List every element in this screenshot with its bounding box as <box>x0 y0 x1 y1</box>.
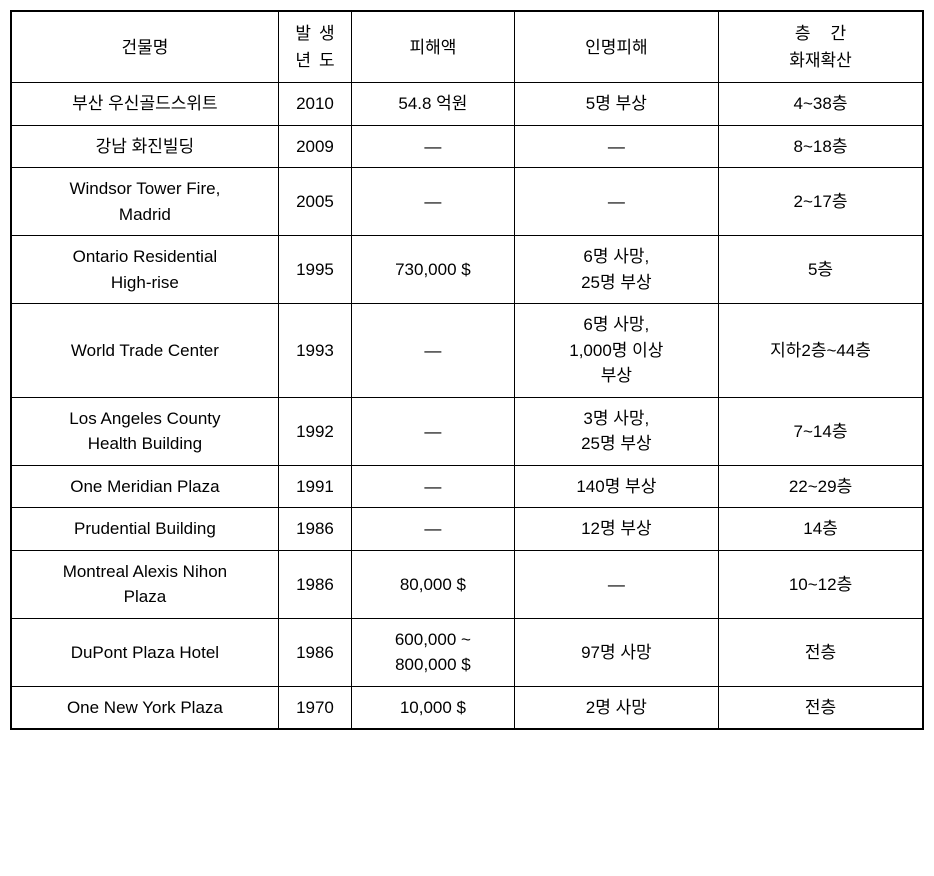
cell-name: 강남 화진빌딩 <box>11 125 278 168</box>
cell-spread: 14층 <box>719 508 923 551</box>
fire-incidents-table: 건물명 발생 년도 피해액 인명피해 층간 화재확산 부산 우신골드스위트 20… <box>10 10 924 730</box>
cell-spread: 전층 <box>719 686 923 729</box>
cell-year: 1993 <box>278 304 351 398</box>
cell-casualty: 12명 부상 <box>514 508 718 551</box>
header-year-line1: 발생 <box>287 24 342 43</box>
cell-name: Prudential Building <box>11 508 278 551</box>
cell-name: Los Angeles County Health Building <box>11 397 278 465</box>
cell-spread: 4~38층 <box>719 83 923 126</box>
header-spread-line2: 화재확산 <box>789 51 852 70</box>
cell-name: 부산 우신골드스위트 <box>11 83 278 126</box>
cell-spread: 5층 <box>719 236 923 304</box>
header-spread: 층간 화재확산 <box>719 11 923 83</box>
cell-casualty: 3명 사망, 25명 부상 <box>514 397 718 465</box>
cell-year: 1970 <box>278 686 351 729</box>
table-row: 부산 우신골드스위트 2010 54.8 억원 5명 부상 4~38층 <box>11 83 923 126</box>
cell-year: 1986 <box>278 550 351 618</box>
cell-name: DuPont Plaza Hotel <box>11 618 278 686</box>
table-row: Prudential Building 1986 — 12명 부상 14층 <box>11 508 923 551</box>
cell-name: One Meridian Plaza <box>11 465 278 508</box>
cell-year: 2005 <box>278 168 351 236</box>
cell-damage: 730,000 $ <box>352 236 514 304</box>
cell-year: 2009 <box>278 125 351 168</box>
table-row: Ontario Residential High-rise 1995 730,0… <box>11 236 923 304</box>
cell-year: 1986 <box>278 618 351 686</box>
cell-spread: 22~29층 <box>719 465 923 508</box>
cell-name: One New York Plaza <box>11 686 278 729</box>
table-body: 부산 우신골드스위트 2010 54.8 억원 5명 부상 4~38층 강남 화… <box>11 83 923 730</box>
cell-damage: 10,000 $ <box>352 686 514 729</box>
table-row: Montreal Alexis Nihon Plaza 1986 80,000 … <box>11 550 923 618</box>
cell-year: 1986 <box>278 508 351 551</box>
table-row: 강남 화진빌딩 2009 — — 8~18층 <box>11 125 923 168</box>
header-spread-line1: 층간 <box>775 24 866 43</box>
header-year: 발생 년도 <box>278 11 351 83</box>
cell-damage: — <box>352 397 514 465</box>
cell-casualty: 6명 사망, 1,000명 이상 부상 <box>514 304 718 398</box>
cell-casualty: — <box>514 550 718 618</box>
cell-casualty: 140명 부상 <box>514 465 718 508</box>
cell-spread: 10~12층 <box>719 550 923 618</box>
cell-name: Ontario Residential High-rise <box>11 236 278 304</box>
cell-name: Windsor Tower Fire, Madrid <box>11 168 278 236</box>
cell-damage: 54.8 억원 <box>352 83 514 126</box>
header-row: 건물명 발생 년도 피해액 인명피해 층간 화재확산 <box>11 11 923 83</box>
table-row: World Trade Center 1993 — 6명 사망, 1,000명 … <box>11 304 923 398</box>
header-building-name: 건물명 <box>11 11 278 83</box>
header-year-line2: 년도 <box>287 51 342 70</box>
table-row: DuPont Plaza Hotel 1986 600,000 ~ 800,00… <box>11 618 923 686</box>
cell-casualty: 5명 부상 <box>514 83 718 126</box>
cell-damage: — <box>352 168 514 236</box>
header-damage: 피해액 <box>352 11 514 83</box>
cell-year: 1991 <box>278 465 351 508</box>
cell-damage: 80,000 $ <box>352 550 514 618</box>
cell-spread: 2~17층 <box>719 168 923 236</box>
cell-casualty: — <box>514 168 718 236</box>
cell-damage: — <box>352 465 514 508</box>
cell-year: 1995 <box>278 236 351 304</box>
table-row: One Meridian Plaza 1991 — 140명 부상 22~29층 <box>11 465 923 508</box>
table-row: Los Angeles County Health Building 1992 … <box>11 397 923 465</box>
cell-name: World Trade Center <box>11 304 278 398</box>
cell-damage: — <box>352 304 514 398</box>
cell-damage: — <box>352 125 514 168</box>
cell-damage: 600,000 ~ 800,000 $ <box>352 618 514 686</box>
cell-year: 1992 <box>278 397 351 465</box>
cell-casualty: 2명 사망 <box>514 686 718 729</box>
table-row: One New York Plaza 1970 10,000 $ 2명 사망 전… <box>11 686 923 729</box>
cell-year: 2010 <box>278 83 351 126</box>
cell-spread: 8~18층 <box>719 125 923 168</box>
cell-casualty: — <box>514 125 718 168</box>
cell-damage: — <box>352 508 514 551</box>
cell-spread: 7~14층 <box>719 397 923 465</box>
table-row: Windsor Tower Fire, Madrid 2005 — — 2~17… <box>11 168 923 236</box>
cell-spread: 전층 <box>719 618 923 686</box>
cell-casualty: 97명 사망 <box>514 618 718 686</box>
cell-name: Montreal Alexis Nihon Plaza <box>11 550 278 618</box>
cell-spread: 지하2층~44층 <box>719 304 923 398</box>
cell-casualty: 6명 사망, 25명 부상 <box>514 236 718 304</box>
table-header: 건물명 발생 년도 피해액 인명피해 층간 화재확산 <box>11 11 923 83</box>
header-casualty: 인명피해 <box>514 11 718 83</box>
